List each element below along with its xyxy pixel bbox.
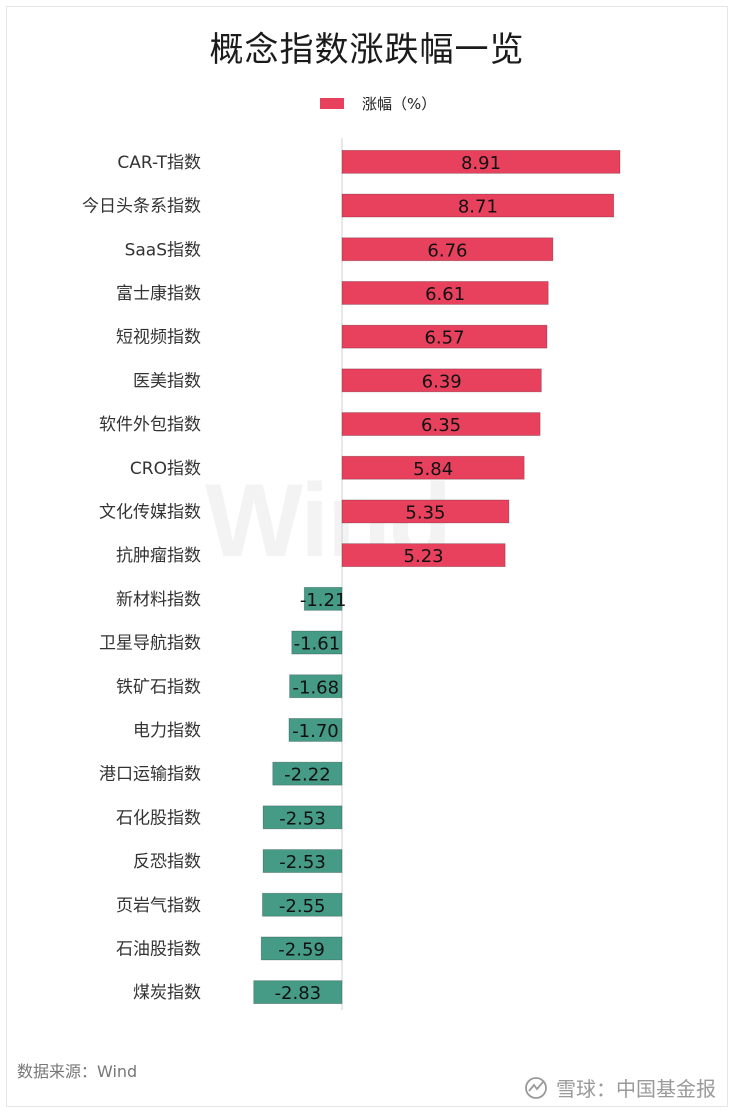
bar-20 (253, 980, 343, 1005)
category-label-12: 卫星导航指数 (99, 634, 201, 654)
legend-label: 涨幅（%） (362, 94, 437, 113)
bar-13 (289, 674, 343, 699)
category-label-4: 富士康指数 (116, 284, 201, 304)
source-note: 数据来源：Wind (17, 1062, 138, 1081)
bar-12 (291, 630, 343, 655)
data-label-15: -2.22 (284, 765, 331, 786)
category-label-6: 医美指数 (133, 371, 201, 391)
category-label-14: 电力指数 (133, 721, 201, 741)
data-label-5: 6.57 (424, 328, 464, 349)
data-label-2: 8.71 (458, 197, 498, 218)
chart-title: 概念指数涨跌幅一览 (209, 30, 525, 70)
bar-1 (341, 149, 621, 174)
bar-3 (341, 237, 554, 262)
category-label-18: 页岩气指数 (116, 896, 201, 916)
data-label-16: -2.53 (279, 808, 326, 829)
category-label-5: 短视频指数 (116, 328, 201, 348)
category-label-7: 软件外包指数 (99, 415, 201, 435)
category-label-3: SaaS指数 (125, 240, 201, 260)
category-label-16: 石化股指数 (116, 808, 201, 828)
legend-swatch (320, 97, 344, 109)
data-label-6: 6.39 (422, 371, 462, 392)
bar-4 (341, 281, 549, 305)
category-label-1: CAR-T指数 (117, 153, 201, 173)
data-label-20: -2.83 (275, 983, 322, 1004)
bar-19 (260, 936, 343, 961)
category-label-19: 石油股指数 (116, 939, 201, 959)
category-label-13: 铁矿石指数 (116, 677, 201, 697)
data-label-17: -2.53 (279, 852, 326, 873)
category-label-8: CRO指数 (130, 459, 201, 479)
data-label-1: 8.91 (461, 153, 501, 174)
data-label-10: 5.23 (404, 546, 444, 567)
data-label-11: -1.21 (300, 590, 347, 611)
category-label-11: 新材料指数 (116, 590, 201, 610)
category-label-15: 港口运输指数 (99, 765, 201, 785)
data-label-9: 5.35 (405, 502, 445, 523)
data-label-13: -1.68 (293, 677, 340, 698)
category-label-10: 抗肿瘤指数 (116, 546, 201, 566)
category-label-17: 反恐指数 (133, 852, 201, 872)
data-label-12: -1.61 (294, 634, 341, 655)
bar-16 (262, 805, 343, 830)
footer-brand: 雪球：中国基金报 (524, 1073, 716, 1102)
category-label-20: 煤炭指数 (133, 983, 201, 1003)
bar-10 (341, 543, 506, 568)
bar-7 (341, 412, 541, 436)
bar-18 (262, 892, 343, 917)
bar-17 (262, 849, 343, 873)
bar-6 (341, 368, 542, 393)
data-label-3: 6.76 (427, 240, 467, 261)
bar-2 (341, 193, 615, 218)
bar-9 (341, 499, 510, 524)
category-label-9: 文化传媒指数 (99, 502, 201, 522)
snowball-logo-icon (525, 1076, 547, 1099)
category-label-2: 今日头条系指数 (82, 197, 201, 217)
data-label-18: -2.55 (279, 896, 326, 917)
footer-brand-text: 雪球：中国基金报 (556, 1077, 716, 1101)
bar-11 (303, 586, 343, 611)
bar-8 (341, 455, 525, 480)
data-label-4: 6.61 (425, 284, 465, 305)
bar-15 (272, 761, 343, 786)
data-label-8: 5.84 (413, 459, 453, 480)
bar-5 (341, 324, 548, 349)
bar-14 (288, 718, 343, 742)
data-label-7: 6.35 (421, 415, 461, 436)
data-label-19: -2.59 (278, 939, 325, 960)
data-label-14: -1.70 (292, 721, 339, 742)
legend: 涨幅（%） (320, 92, 436, 114)
